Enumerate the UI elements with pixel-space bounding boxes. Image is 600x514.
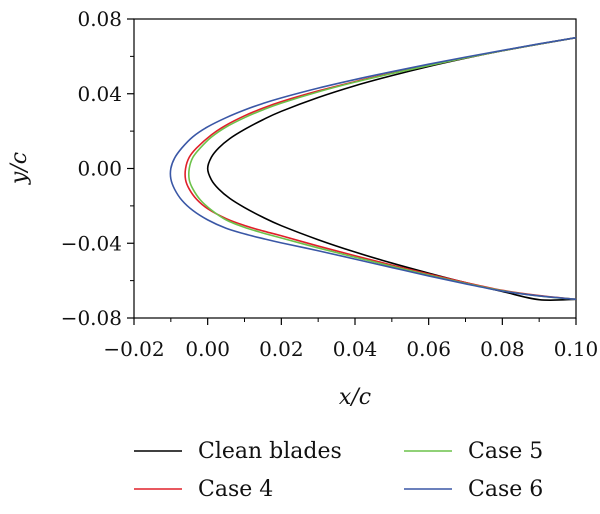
x-tick-label: 0.08: [480, 337, 525, 361]
legend: Clean blades Case 4 Case 5 Case 6: [134, 439, 543, 502]
series-lines: [169, 36, 577, 301]
axis-ticks: [127, 18, 577, 325]
plot-area: [133, 18, 577, 319]
legend-label: Case 6: [468, 477, 543, 502]
x-tick-label: 0.02: [259, 337, 304, 361]
x-tick-label: 0.04: [333, 337, 378, 361]
x-tick-labels: −0.02 0.00 0.02 0.04 0.06 0.08 0.10: [103, 337, 598, 361]
x-tick-label: 0.10: [554, 337, 599, 361]
x-tick-label: −0.02: [103, 337, 164, 361]
y-tick-label: 0.08: [77, 7, 122, 31]
x-axis-label: x/c: [339, 385, 371, 410]
legend-item-case-5: Case 5: [404, 439, 543, 464]
series-line-clean-blades: [206, 36, 577, 301]
y-tick-labels: −0.08 −0.04 0.00 0.04 0.08: [61, 7, 122, 330]
legend-item-case-6: Case 6: [404, 477, 543, 502]
legend-label: Clean blades: [198, 439, 342, 464]
y-tick-label: 0.00: [77, 157, 122, 181]
plot-frame: [133, 18, 577, 319]
x-tick-label: 0.00: [185, 337, 230, 361]
series-line-case-5: [187, 36, 577, 301]
legend-label: Case 4: [198, 477, 273, 502]
y-tick-label: −0.08: [61, 306, 122, 330]
y-tick-label: 0.04: [77, 82, 122, 106]
series-line-case-6: [169, 36, 577, 301]
y-tick-label: −0.04: [61, 231, 122, 255]
x-tick-label: 0.06: [406, 337, 451, 361]
legend-label: Case 5: [468, 439, 543, 464]
legend-item-clean-blades: Clean blades: [134, 439, 342, 464]
legend-item-case-4: Case 4: [134, 477, 273, 502]
y-axis-label: y/c: [7, 152, 32, 185]
